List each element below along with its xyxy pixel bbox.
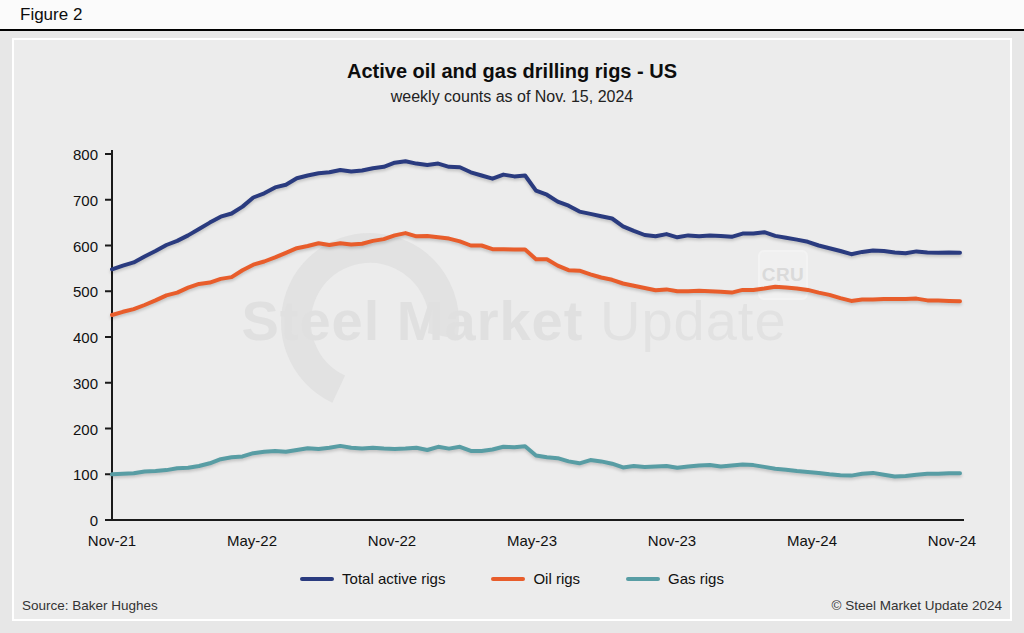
axes bbox=[112, 150, 964, 520]
y-axis-label: 600 bbox=[52, 237, 98, 254]
source-note: Source: Baker Hughes bbox=[22, 598, 158, 613]
legend-swatch-icon bbox=[626, 577, 660, 581]
legend-swatch-icon bbox=[300, 577, 334, 581]
x-axis-label: May-24 bbox=[787, 532, 837, 549]
legend-item: Oil rigs bbox=[491, 570, 580, 587]
y-axis-label: 700 bbox=[52, 191, 98, 208]
y-axis-label: 200 bbox=[52, 420, 98, 437]
x-axis-label: Nov-22 bbox=[368, 532, 416, 549]
y-axis-label: 400 bbox=[52, 329, 98, 346]
legend-label: Gas rigs bbox=[668, 570, 724, 587]
x-axis-label: May-22 bbox=[227, 532, 277, 549]
chart-panel: Active oil and gas drilling rigs - US we… bbox=[12, 38, 1012, 621]
y-axis-label: 0 bbox=[52, 512, 98, 529]
copyright-note: © Steel Market Update 2024 bbox=[831, 598, 1002, 613]
legend-label: Oil rigs bbox=[533, 570, 580, 587]
legend-item: Total active rigs bbox=[300, 570, 445, 587]
x-axis-label: Nov-21 bbox=[88, 532, 136, 549]
x-axis-label: Nov-24 bbox=[928, 532, 976, 549]
panel-footer: Source: Baker Hughes © Steel Market Upda… bbox=[14, 598, 1010, 618]
y-axis-label: 500 bbox=[52, 283, 98, 300]
series-line-total-active-rigs bbox=[112, 161, 960, 269]
x-axis-label: Nov-23 bbox=[648, 532, 696, 549]
legend-item: Gas rigs bbox=[626, 570, 724, 587]
legend-swatch-icon bbox=[491, 577, 525, 581]
series-line-gas-rigs bbox=[112, 446, 960, 477]
y-axis-label: 300 bbox=[52, 374, 98, 391]
y-axis-label: 100 bbox=[52, 466, 98, 483]
figure-header: Figure 2 bbox=[0, 0, 1024, 31]
legend: Total active rigs Oil rigs Gas rigs bbox=[14, 570, 1010, 587]
y-axis-label: 800 bbox=[52, 146, 98, 163]
x-axis-label: May-23 bbox=[507, 532, 557, 549]
legend-label: Total active rigs bbox=[342, 570, 445, 587]
figure-label: Figure 2 bbox=[0, 5, 82, 25]
series-line-oil-rigs bbox=[112, 233, 960, 315]
